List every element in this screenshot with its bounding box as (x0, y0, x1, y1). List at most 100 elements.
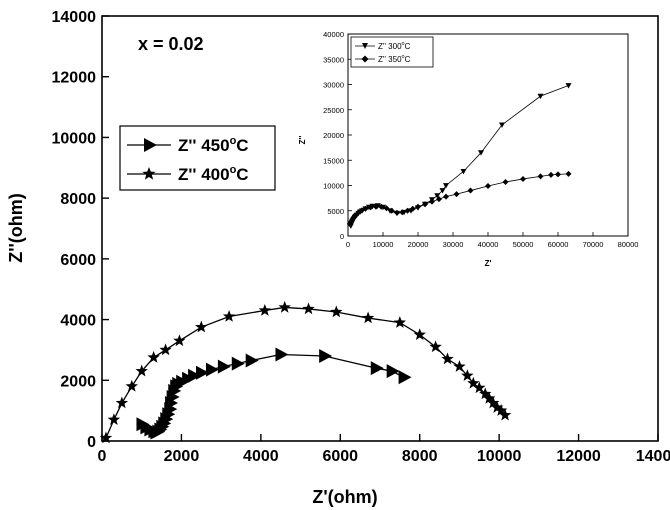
inset-y-axis-title: Z'' (298, 136, 307, 145)
data-point (386, 364, 400, 379)
inset-data-point (422, 201, 428, 208)
data-point (173, 334, 186, 347)
inset-data-point (362, 205, 369, 212)
inset-data-point (520, 175, 526, 182)
legend-350-label: Z'' 350oC (378, 54, 411, 64)
data-point (330, 305, 343, 318)
data-point (196, 365, 209, 380)
inset-data-point (443, 183, 449, 189)
data-point (147, 351, 160, 363)
data-point (302, 302, 315, 315)
main-x-tick-label: 4000 (243, 448, 279, 465)
main-y-tick-label: 0 (87, 434, 96, 451)
diamond-icon (361, 55, 369, 63)
main-x-axis-title: Z'(ohm) (312, 487, 377, 507)
composition-annotation: x = 0.02 (138, 34, 204, 54)
data-point (159, 343, 172, 356)
data-point (135, 364, 148, 377)
main-x-tick-label: 14000 (636, 448, 670, 465)
inset-data-point (453, 191, 460, 198)
data-point (467, 376, 480, 389)
inset-data-point (443, 193, 449, 200)
data-point (490, 401, 504, 413)
triangle-down-icon (362, 43, 368, 49)
inset-y-tick-label: 20000 (323, 131, 344, 140)
star-icon (142, 167, 156, 180)
data-point (494, 404, 508, 416)
data-point (125, 379, 138, 392)
data-point (370, 361, 384, 376)
data-point (429, 340, 442, 353)
inset-data-point (373, 203, 379, 210)
inset-data-point (404, 207, 411, 214)
inset-data-point (429, 198, 435, 205)
data-point (473, 381, 486, 394)
main-plot-frame (101, 15, 659, 442)
main-y-tick-label: 6000 (60, 252, 96, 269)
inset-x-tick-label: 60000 (548, 240, 569, 249)
inset-data-point (555, 171, 561, 178)
inset-y-tick-label: 15000 (323, 156, 344, 165)
inset-x-tick-label: 40000 (478, 240, 499, 249)
inset-data-point (485, 183, 491, 189)
inset-data-point (565, 170, 572, 177)
data-point (275, 347, 289, 362)
inset-x-tick-label: 70000 (583, 240, 604, 249)
inset-y-tick-label: 5000 (327, 207, 344, 216)
inset-data-point (467, 187, 474, 194)
data-point (115, 396, 129, 409)
inset-x-tick-label: 50000 (513, 240, 534, 249)
inset-chart: 0 10000 20000 30000 40000 50000 60000 70000 8000… (298, 30, 638, 268)
inset-y-axis: 0 5000 10000 15000 20000 25000 30000 35000 40000 (323, 30, 352, 241)
data-point (195, 320, 208, 333)
main-x-tick-label: 6000 (322, 448, 358, 465)
main-x-axis: 0 2000 4000 6000 8000 10000 12000 14000 (98, 434, 670, 465)
data-point (217, 359, 231, 374)
main-y-tick-label: 8000 (60, 191, 96, 208)
main-x-tick-label: 8000 (402, 448, 438, 465)
inset-data-point (537, 93, 544, 100)
inset-data-point (383, 205, 390, 212)
inset-data-point (352, 212, 358, 219)
inset-y-tick-label: 25000 (323, 106, 344, 115)
data-point (319, 349, 333, 363)
data-point (205, 362, 219, 377)
inset-x-tick-label: 20000 (408, 240, 429, 249)
main-y-axis-title: Z''(ohm) (6, 193, 26, 263)
inset-x-tick-label: 0 (346, 240, 350, 249)
main-y-tick-label: 4000 (60, 313, 96, 330)
data-point (222, 310, 236, 322)
data-point (393, 316, 407, 328)
inset-data-point (434, 193, 441, 199)
legend-450-label: Z'' 450oC (178, 135, 249, 155)
inset-data-point (499, 122, 505, 128)
inset-x-tick-label: 80000 (618, 240, 639, 249)
main-x-tick-label: 0 (98, 448, 107, 465)
inset-data-point (439, 188, 446, 194)
data-point (441, 352, 454, 365)
inset-data-point (460, 168, 467, 175)
inset-plot-frame (347, 33, 629, 237)
inset-legend-box (350, 36, 434, 68)
main-x-tick-label: 2000 (164, 448, 200, 465)
inset-legend: Z'' 300oC Z'' 350oC (350, 36, 434, 68)
data-point (461, 369, 474, 381)
data-point (258, 303, 272, 316)
inset-series (346, 83, 572, 229)
inset-data-point (394, 209, 400, 216)
inset-data-point (436, 196, 442, 203)
data-point (413, 328, 426, 341)
main-y-tick-label: 12000 (52, 70, 97, 87)
inset-data-point (415, 203, 421, 210)
data-point (498, 408, 512, 421)
main-series (99, 300, 512, 444)
inset-x-axis: 0 10000 20000 30000 40000 50000 60000 70000 8000… (346, 232, 639, 249)
inset-data-point (478, 150, 484, 156)
triangle-right-icon (144, 138, 157, 152)
inset-data-point (378, 203, 385, 210)
inset-data-point (409, 205, 416, 212)
data-point (99, 431, 113, 444)
inset-y-tick-label: 40000 (323, 30, 344, 39)
inset-data-point (367, 204, 374, 211)
